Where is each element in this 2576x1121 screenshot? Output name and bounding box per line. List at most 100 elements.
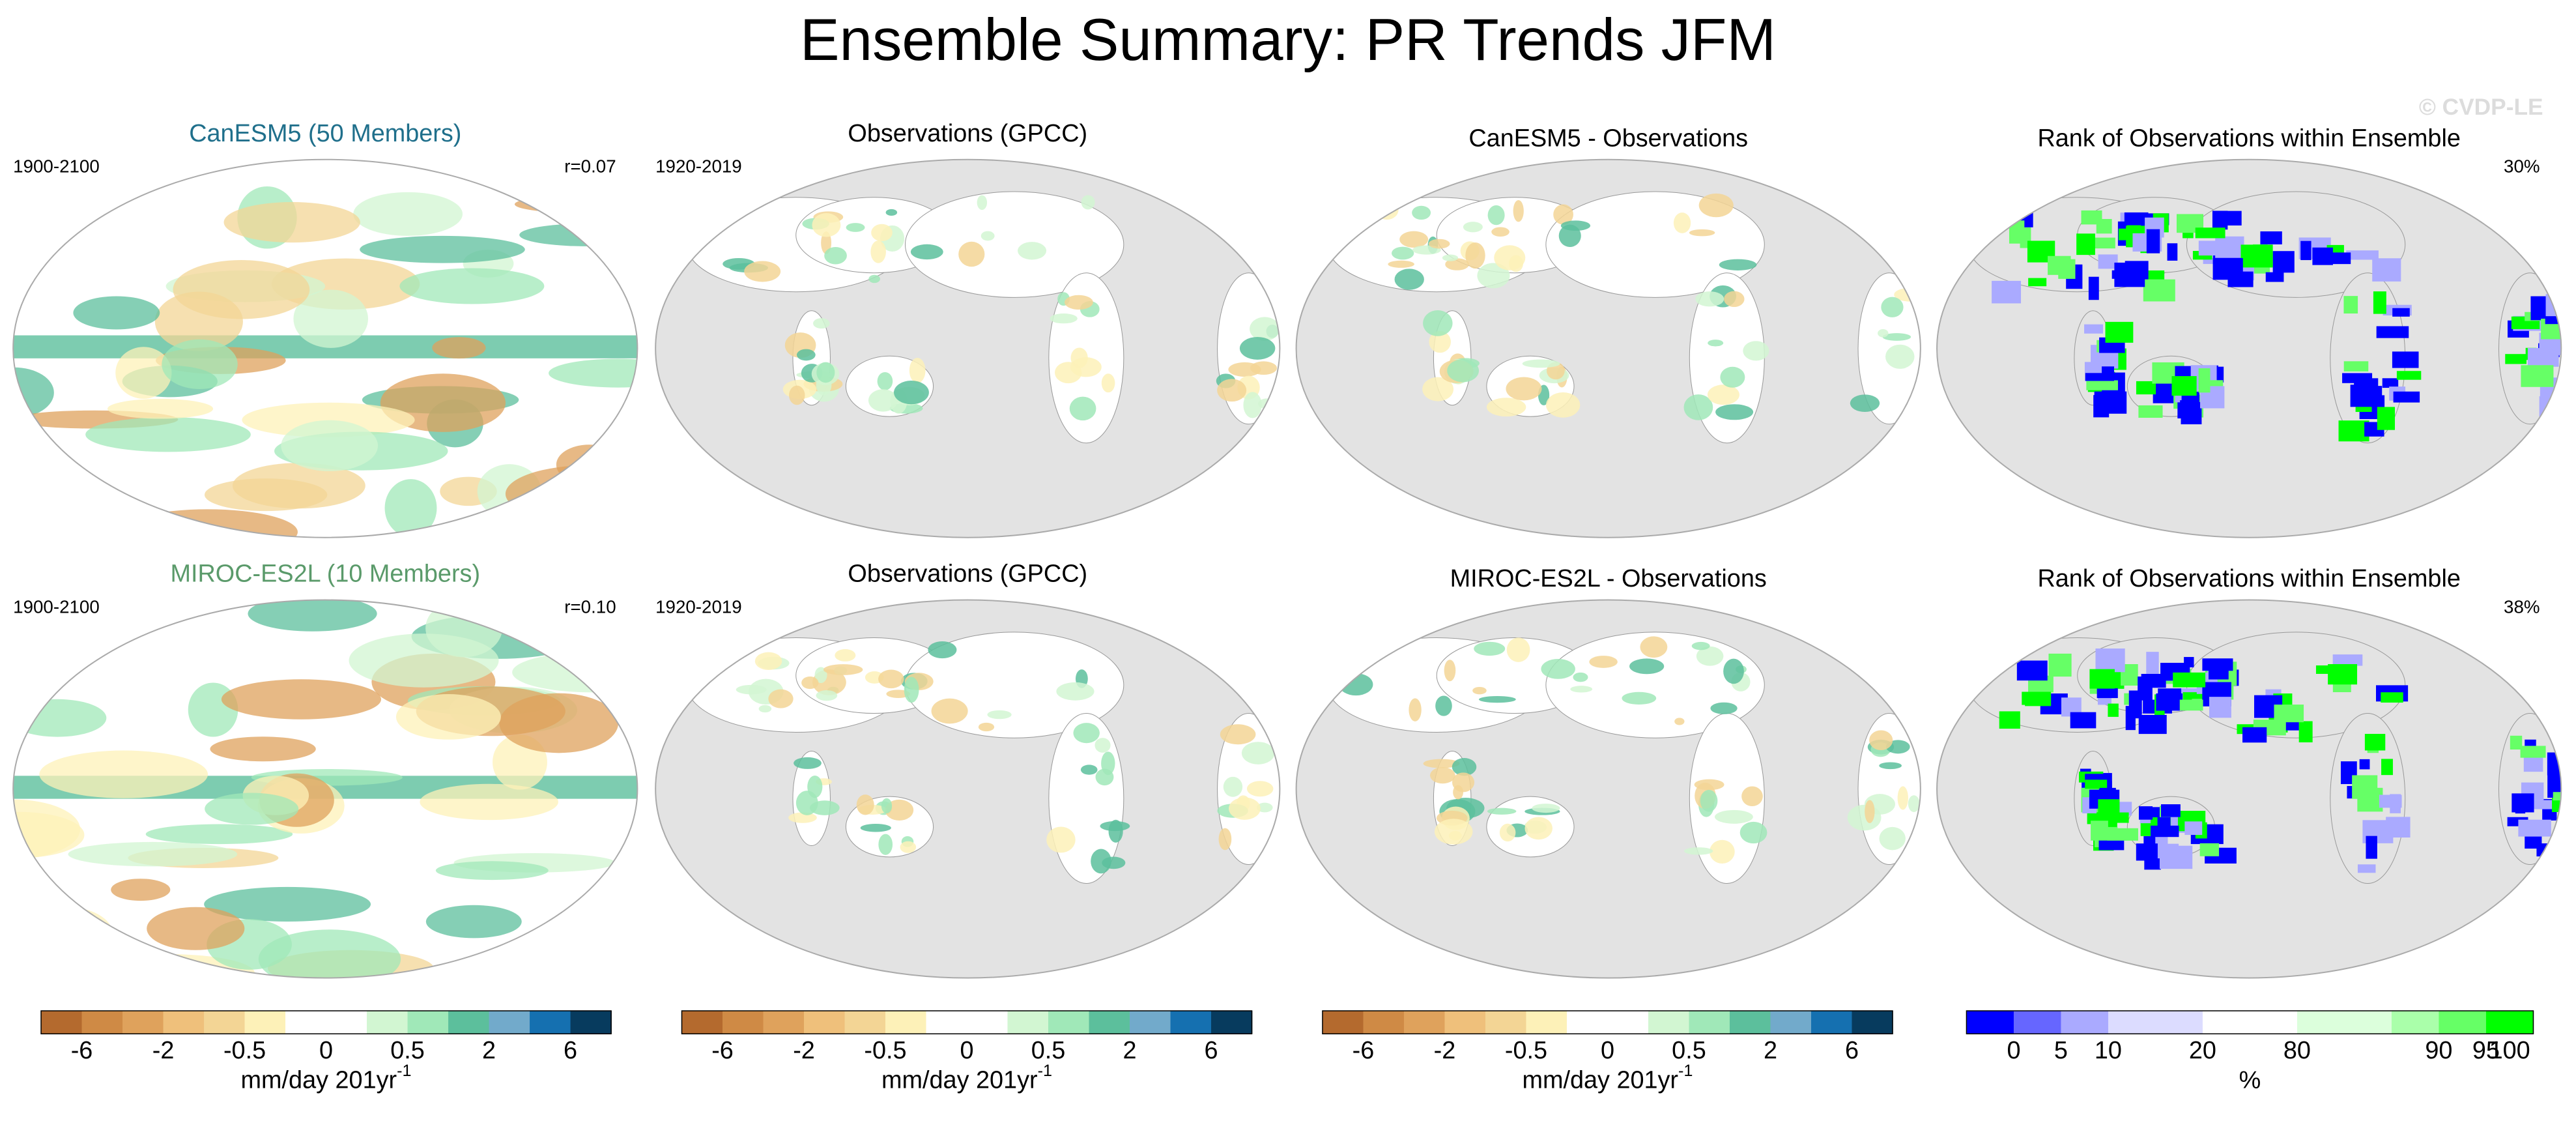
map-shading-cell (2091, 821, 2108, 841)
colorbar-unit-text: mm/day 201yr (881, 1066, 1038, 1094)
map-shading-patch (1545, 392, 1581, 418)
map-shading-cell (2198, 240, 2219, 256)
map-outline (655, 158, 1281, 538)
map-shading-patch (1477, 263, 1510, 289)
map-shading-patch (505, 465, 638, 523)
colorbar-tick-label: 0 (2007, 1037, 2020, 1064)
map-outline (1936, 158, 2562, 538)
map-shading-patch (1055, 362, 1082, 384)
colorbar-tick-label: 0.5 (390, 1037, 425, 1064)
colorbar-box (804, 1010, 846, 1034)
map-shading-patch (425, 905, 522, 939)
colorbar-box (570, 1010, 612, 1034)
map-shading-cell (2138, 405, 2163, 418)
map-shading-patch (1434, 819, 1473, 845)
map-shading-patch (871, 224, 893, 242)
map-shading-patch (1392, 246, 1414, 260)
map-shading-patch (13, 649, 67, 690)
colorbar-box (885, 1010, 927, 1034)
map-shading-patch (1674, 718, 1685, 725)
map-shading-cell (2138, 714, 2167, 735)
colorbar-tick-label: 90 (2425, 1037, 2452, 1064)
map-shading-cell (2184, 821, 2203, 836)
map-shading-cell (2240, 244, 2273, 268)
map-shading-cell (2396, 371, 2422, 380)
map-shading (1968, 191, 2562, 444)
map-shading-patch (1723, 658, 1744, 684)
panel-title: Observations (GPCC) (848, 560, 1087, 588)
map-shading-patch (1463, 222, 1483, 233)
map-shading-patch (1683, 847, 1713, 855)
colorbar-outline (681, 1010, 1253, 1035)
colorbar-box (1130, 1010, 1171, 1034)
colorbar-box (81, 1010, 123, 1034)
map-shading-patch (870, 240, 886, 263)
map-shading-cell (2098, 799, 2120, 819)
map-shading-patch (353, 192, 463, 236)
map-shading-cell (2350, 385, 2375, 407)
colorbar-box (1485, 1010, 1527, 1034)
colorbar-box (926, 1010, 967, 1034)
map-shading-cell (2260, 231, 2282, 244)
panel-right-label: r=0.10 (564, 596, 616, 617)
map-shading-patch (1719, 259, 1757, 270)
map-shading-patch (1250, 317, 1280, 341)
map-shading-cell (2009, 220, 2025, 244)
map-shading-patch (1339, 673, 1373, 696)
colorbar-box (407, 1010, 449, 1034)
colorbar-box (2061, 1010, 2109, 1034)
map-shading-patch (1046, 826, 1076, 853)
map-shading-patch (1217, 379, 1247, 402)
colorbar-box (448, 1010, 490, 1034)
colorbar-box (1607, 1010, 1649, 1034)
panel-right-label: 30% (2504, 156, 2540, 177)
map-shading-cell (2095, 648, 2125, 673)
map-shading-patch (1739, 821, 1767, 844)
map-shading-patch (111, 879, 171, 901)
colorbar-box (1444, 1010, 1486, 1034)
colorbar-tick-label: -0.5 (223, 1037, 266, 1064)
map-shading-cell (2202, 658, 2233, 671)
colorbar-tick-label: -0.5 (1505, 1037, 1547, 1064)
map-shading-patch (1069, 396, 1096, 421)
map-shading-patch (28, 907, 114, 965)
panel-left-label: 1920-2019 (655, 156, 742, 177)
map-shading-patch (1243, 392, 1262, 418)
map-shading-patch (1710, 839, 1735, 864)
map-shading-patch (293, 289, 369, 348)
map-outline (1295, 599, 1921, 979)
map-shading-patch (399, 268, 545, 304)
map-shading-patch (823, 664, 863, 675)
colorbar-unit: mm/day 201yr-1 (1522, 1062, 1693, 1094)
map-outline (12, 158, 638, 538)
map-shading-cell (2098, 254, 2118, 269)
colorbar-tick-label: 2 (482, 1037, 496, 1064)
map-shading-patch (1487, 205, 1505, 226)
map-shading-cell (2146, 652, 2159, 676)
map-shading-patch (162, 339, 238, 390)
map-shading-patch (722, 203, 733, 223)
colorbar-tick-label: 2 (1764, 1037, 1777, 1064)
map-shading-cell (2373, 291, 2386, 314)
map-shading-patch (702, 205, 731, 222)
map-shading-patch (1081, 195, 1095, 210)
map-shading-patch (801, 677, 819, 690)
map-shading-cell (2521, 365, 2554, 387)
map-shading-patch (856, 794, 874, 815)
map-shading-patch (928, 641, 957, 659)
map-shading-patch (1399, 231, 1429, 248)
map-shading-patch (1412, 205, 1431, 220)
map-shading-patch (1499, 823, 1516, 842)
colorbar-box (204, 1010, 246, 1034)
map-shading-patch (512, 652, 638, 693)
map-shading-patch (758, 705, 772, 713)
map-shading-patch (1444, 660, 1456, 682)
map-shading-patch (420, 783, 558, 821)
map-shading-patch (1741, 786, 1763, 807)
map-shading-patch (1885, 344, 1915, 369)
map-shading-patch (1513, 199, 1524, 222)
map-shading (686, 191, 1280, 444)
